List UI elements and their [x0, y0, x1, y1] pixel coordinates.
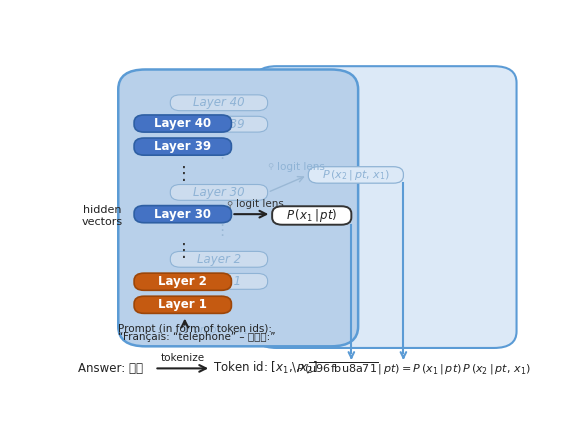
Text: $P\,(\overline{\text{\u96fb\u8a71}}\,|\,pt) = P\,(x_1\,|\,pt)\,P\,(x_2\,|\,pt,\,: $P\,(\overline{\text{\u96fb\u8a71}}\,|\,…: [296, 360, 530, 377]
FancyBboxPatch shape: [134, 115, 231, 132]
FancyBboxPatch shape: [171, 184, 267, 200]
Text: Layer 1: Layer 1: [197, 275, 241, 288]
Text: ⋮: ⋮: [214, 223, 229, 238]
Text: Layer 39: Layer 39: [193, 118, 245, 131]
Text: Token id: [$x_1$,\,$x_2$]: Token id: [$x_1$,\,$x_2$]: [213, 360, 318, 377]
FancyBboxPatch shape: [134, 296, 231, 313]
Text: Layer 30: Layer 30: [154, 208, 211, 221]
Text: Layer 30: Layer 30: [193, 186, 245, 199]
FancyBboxPatch shape: [134, 138, 231, 155]
Text: hidden
vectors: hidden vectors: [82, 205, 123, 227]
Text: ⚲: ⚲: [226, 200, 232, 209]
FancyBboxPatch shape: [171, 251, 267, 267]
Text: ⋮: ⋮: [175, 242, 193, 260]
Text: $P\,(x_1\,|\,pt)$: $P\,(x_1\,|\,pt)$: [286, 207, 338, 224]
Text: Layer 39: Layer 39: [154, 140, 211, 153]
Text: Layer 2: Layer 2: [158, 275, 207, 288]
Text: Prompt (in form of token ids):: Prompt (in form of token ids):: [118, 324, 272, 334]
Text: ⚲: ⚲: [267, 162, 273, 171]
FancyBboxPatch shape: [134, 273, 231, 290]
FancyBboxPatch shape: [272, 206, 352, 225]
FancyBboxPatch shape: [308, 167, 404, 183]
Text: Layer 2: Layer 2: [197, 253, 241, 266]
Text: tokenize: tokenize: [161, 353, 204, 363]
Text: ⋮: ⋮: [214, 146, 229, 161]
FancyBboxPatch shape: [171, 273, 267, 289]
Text: Prompt + $x_1$: Prompt + $x_1$: [183, 323, 248, 337]
Text: Layer 40: Layer 40: [154, 117, 211, 130]
FancyBboxPatch shape: [118, 69, 358, 346]
Text: Layer 1: Layer 1: [158, 298, 207, 311]
FancyBboxPatch shape: [134, 205, 231, 223]
Text: logit lens: logit lens: [277, 162, 325, 172]
Text: Answer: 電話: Answer: 電話: [78, 362, 142, 375]
Text: $P\,(x_2\,|\,pt,\,x_1)$: $P\,(x_2\,|\,pt,\,x_1)$: [322, 168, 390, 182]
Text: “Français: “téléphone” – 日本語:”: “Français: “téléphone” – 日本語:”: [118, 332, 276, 342]
FancyBboxPatch shape: [171, 95, 267, 111]
FancyBboxPatch shape: [254, 66, 516, 348]
Text: ⋮: ⋮: [175, 165, 193, 183]
FancyBboxPatch shape: [171, 116, 267, 132]
Text: Layer 40: Layer 40: [193, 96, 245, 109]
Text: logit lens: logit lens: [236, 199, 284, 209]
